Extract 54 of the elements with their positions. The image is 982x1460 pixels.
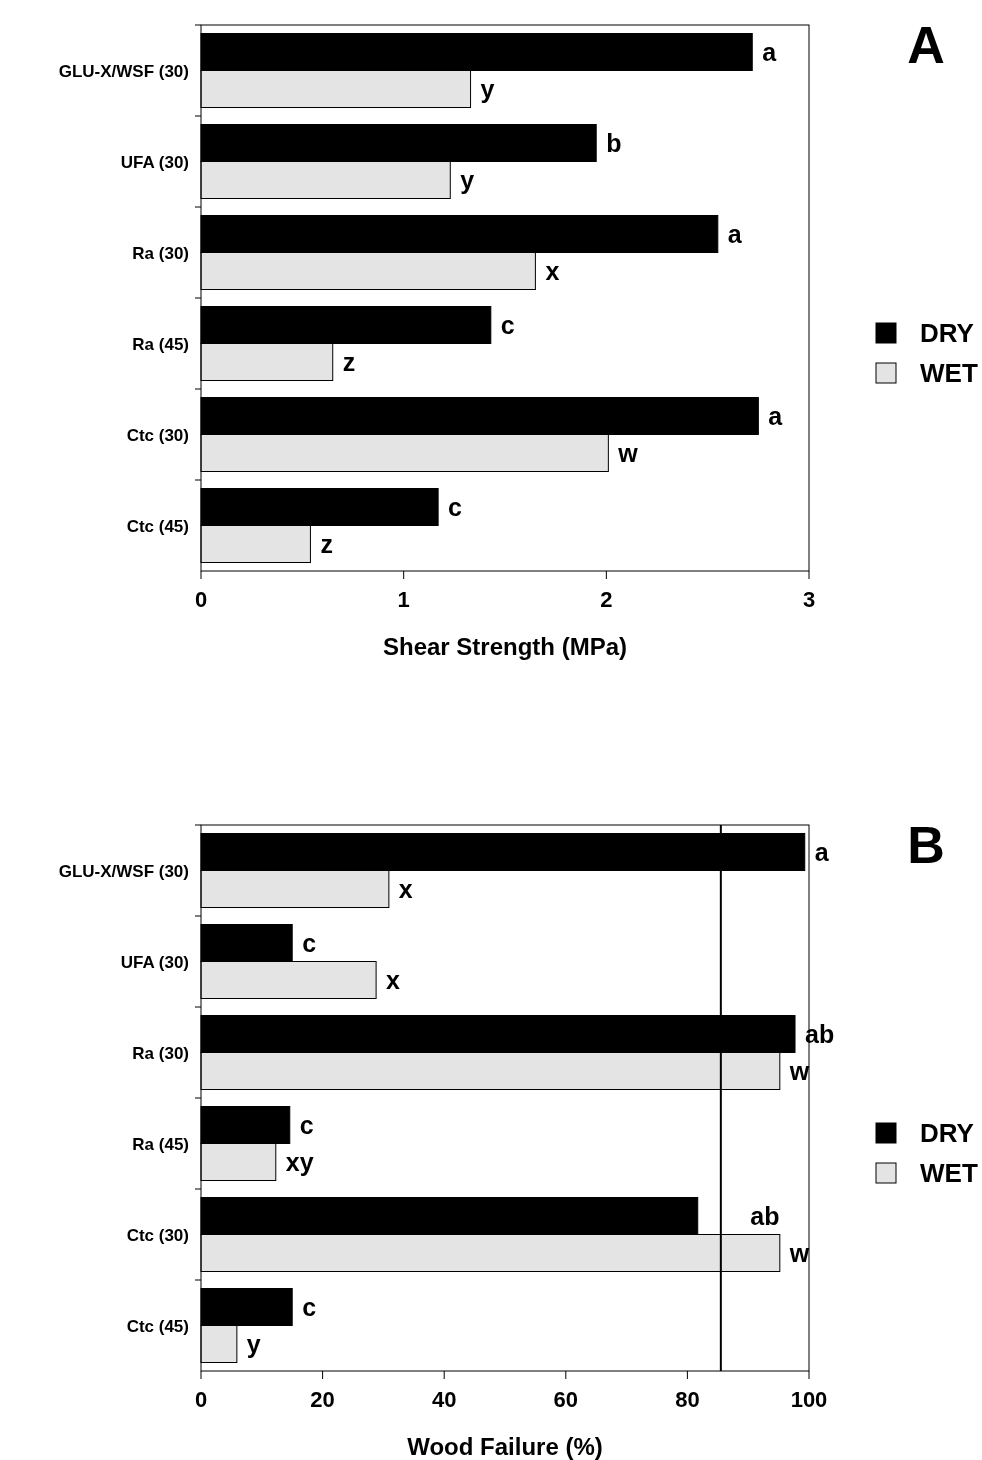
- annotation: a: [762, 38, 778, 66]
- annotation: b: [606, 129, 622, 157]
- y-tick-label: Ra (45): [132, 1134, 189, 1154]
- annotation: w: [617, 439, 639, 467]
- annotation: w: [788, 1057, 810, 1085]
- annotation: ab: [805, 1020, 835, 1048]
- annotation: c: [448, 493, 463, 521]
- y-tick-label: Ctc (45): [126, 1316, 189, 1336]
- annotation: a: [727, 220, 743, 248]
- x-axis-title: Wood Failure (%): [407, 1433, 603, 1460]
- x-tick-label: 20: [310, 1387, 335, 1412]
- annotation: xy: [285, 1148, 314, 1176]
- annotation: a: [768, 402, 784, 430]
- y-tick-label: Ra (30): [132, 243, 189, 263]
- legend-label: WET: [920, 358, 978, 388]
- annotation: a: [814, 838, 830, 866]
- x-tick-label: 0: [194, 1387, 208, 1412]
- y-tick-label: Ctc (30): [126, 1225, 189, 1245]
- annotation: x: [398, 875, 413, 903]
- legend-label: WET: [920, 1158, 978, 1188]
- y-tick-label: UFA (30): [120, 952, 189, 972]
- x-tick-label: 40: [431, 1387, 457, 1412]
- legend-label: DRY: [920, 318, 974, 348]
- annotation: x: [386, 966, 401, 994]
- annotation: ab: [750, 1202, 780, 1230]
- y-tick-label: Ctc (30): [126, 425, 189, 445]
- y-tick-label: Ctc (45): [126, 516, 189, 536]
- x-tick-label: 0: [194, 587, 208, 612]
- x-tick-label: 60: [553, 1387, 579, 1412]
- annotation: c: [299, 1111, 314, 1139]
- annotation: z: [342, 348, 356, 376]
- y-tick-label: Ra (45): [132, 334, 189, 354]
- y-tick-label: UFA (30): [120, 152, 189, 172]
- annotation: z: [320, 530, 333, 558]
- legend-label: DRY: [920, 1118, 974, 1148]
- annotation: c: [302, 929, 317, 957]
- text: B: [907, 816, 945, 874]
- x-tick-label: 80: [675, 1387, 700, 1412]
- y-tick-label: GLU-X/WSF (30): [58, 61, 189, 81]
- annotation: x: [545, 257, 560, 285]
- annotation: w: [788, 1239, 810, 1267]
- x-tick-label: 100: [790, 1387, 828, 1412]
- x-tick-label: 3: [802, 587, 816, 612]
- x-tick-label: 2: [600, 587, 613, 612]
- annotation: y: [246, 1330, 261, 1358]
- annotation: c: [302, 1293, 317, 1321]
- annotation: y: [460, 166, 475, 194]
- x-axis-title: Shear Strength (MPa): [382, 633, 628, 660]
- annotation: c: [500, 311, 515, 339]
- y-tick-label: GLU-X/WSF (30): [58, 861, 189, 881]
- text: A: [907, 16, 945, 74]
- y-tick-label: Ra (30): [132, 1043, 189, 1063]
- annotation: y: [480, 75, 495, 103]
- x-tick-label: 1: [397, 587, 410, 612]
